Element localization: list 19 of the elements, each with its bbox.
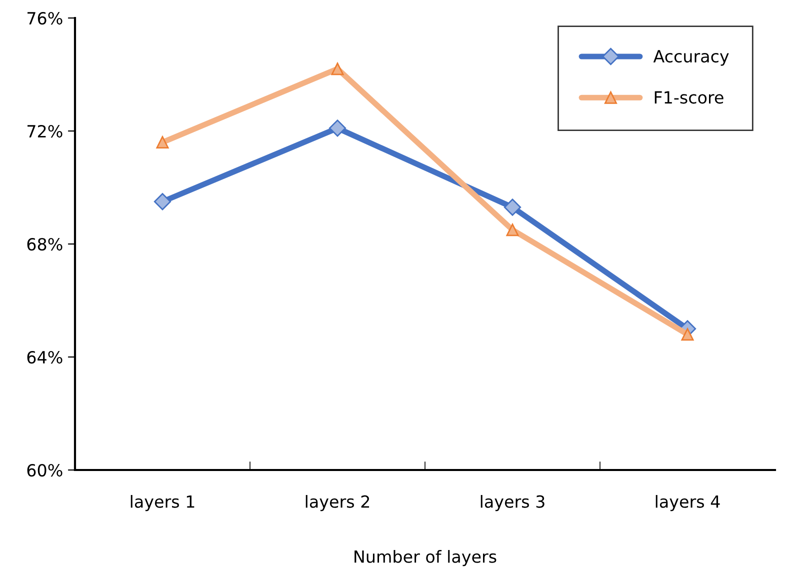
x-tick-label: layers 2 — [306, 495, 370, 512]
y-tick-label: 72% — [28, 124, 62, 138]
y-tick-label: 76% — [28, 12, 62, 25]
point — [681, 328, 694, 341]
x-axis-title: Number of layers — [354, 550, 496, 566]
point — [328, 120, 346, 137]
x-tick-label: layers 4 — [656, 495, 720, 512]
point — [331, 62, 344, 76]
point — [154, 193, 172, 210]
legend-label: F1-score — [654, 91, 724, 104]
legend-label: Accuracy — [653, 50, 729, 66]
point — [156, 136, 169, 149]
point — [506, 224, 519, 236]
y-tick-label: 64% — [27, 350, 62, 364]
point — [504, 198, 522, 216]
x-tick-label: layers 1 — [130, 495, 194, 512]
x-tick-label: layers 3 — [480, 495, 544, 512]
y-tick-label: 68% — [27, 238, 62, 251]
y-tick-label: 60% — [27, 464, 62, 477]
